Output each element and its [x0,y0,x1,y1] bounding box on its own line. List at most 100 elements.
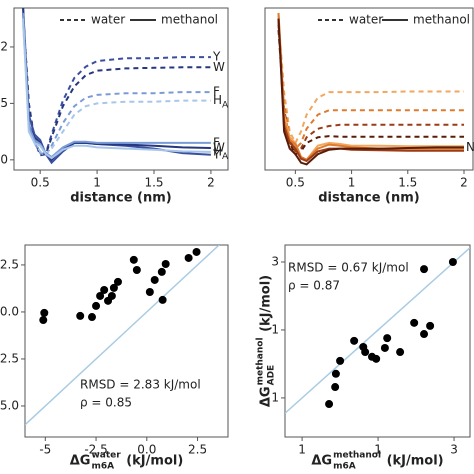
annotation: RMSD = 0.67 kJ/mol [288,261,409,275]
line-series [22,18,211,160]
line-series [277,24,464,153]
series-label: Y [212,50,221,64]
series-label: W [213,60,225,74]
scatter-point [39,316,48,325]
scatter-point [361,348,370,357]
scatter-point [92,301,101,310]
axis-label-sup: methanol [333,451,381,461]
plot-frame [13,7,229,171]
series-label-sub: A [222,151,229,161]
line-series [277,18,464,166]
scatter-point [107,291,116,300]
scatter-point [109,283,118,292]
lines [22,8,211,165]
scatter-point [113,277,122,286]
scatter-point [331,383,340,392]
line-series [277,18,464,163]
annotation: RMSD = 2.83 kJ/mol [80,378,201,392]
scatter-point [87,313,96,322]
line-series [22,8,211,162]
scatter-point [331,369,340,378]
scatter-point [448,257,457,266]
scatter-point [426,321,435,330]
scatter-point [184,253,193,262]
x-tick-label: 0.5 [286,176,305,190]
scatter-point [325,400,334,409]
scatter-point [157,267,166,276]
scatter-point [132,266,141,275]
x-tick-label: 1.5 [144,176,163,190]
scatter-point [129,255,138,264]
x-axis-label: distance (nm) [70,191,171,206]
axis-label-symbol: ΔG [259,386,274,407]
line-series [22,13,211,159]
x-tick-label: 1 [93,176,101,190]
x-tick-label: 0.0 [137,443,156,457]
scatter-point [192,247,201,256]
y-tick-label: 0 [0,152,8,166]
axis-label-sub: ADE [267,365,277,386]
axis-label-unit: (kJ/mol) [122,454,184,469]
y-tick-label: 2.5 [0,257,19,271]
plot-frame [264,7,474,171]
series-label: N [466,140,474,154]
scatter-point [420,265,429,274]
identity-line [285,247,470,414]
scatter-point [150,275,159,284]
axis-label-sub: m6A [333,462,356,472]
x-axis-label: distance (nm) [318,191,419,206]
scatter-point [96,291,105,300]
legend-label: water [91,13,125,27]
axis-label-symbol: ΔG [311,454,332,469]
axis-label-unit: (kJ/mol) [259,275,274,337]
scatter-point [158,295,167,304]
y-tick-label: 3 [271,254,279,268]
plot-frame [24,244,229,438]
series-label: F [213,135,220,149]
y-tick-label: 1 [271,322,279,336]
scatter-point [100,285,109,294]
axis-label-unit: (kJ/mol) [382,454,444,469]
scatter-point [420,330,429,339]
annotation: ρ = 0.87 [288,279,340,293]
line-series [277,18,464,146]
legend-label: water [349,13,383,27]
series-label: Y [212,147,221,161]
x-tick-label: 2 [460,176,468,190]
scatter-point [410,318,419,327]
y-tick-label: 1 [271,390,279,404]
scatter-point [383,334,392,343]
scatter-point [145,288,154,297]
scatter-point [40,308,49,317]
scatter-point [336,356,345,365]
scatter-point [350,336,359,345]
legend-label: methanol [161,13,218,27]
series-label-sub: A [222,100,229,110]
x-tick-label: 1 [374,443,382,457]
scatter-point [372,354,381,363]
axis-label-symbol: ΔG [70,454,91,469]
annotation: ρ = 0.85 [80,396,132,410]
axis-label-sup: methanol [256,337,266,385]
scatter-point [396,348,405,357]
scatter-point [76,311,85,320]
series-label: W [213,140,225,154]
y-tick-label: 0.0 [0,304,19,318]
x-tick-label: 0.5 [31,176,50,190]
axis-label-sub: m6A [91,462,114,472]
identity-line [25,245,220,426]
legend-label: methanol [413,13,470,27]
x-tick-label: -5 [39,443,51,457]
x-tick-label: 1.5 [398,176,417,190]
x-tick-label: 2.5 [188,443,207,457]
y-tick-label: 2.5 [0,351,19,365]
x-tick-label: 3 [450,443,458,457]
axis-label-sup: water [91,451,121,461]
x-tick-label: 1 [298,443,306,457]
